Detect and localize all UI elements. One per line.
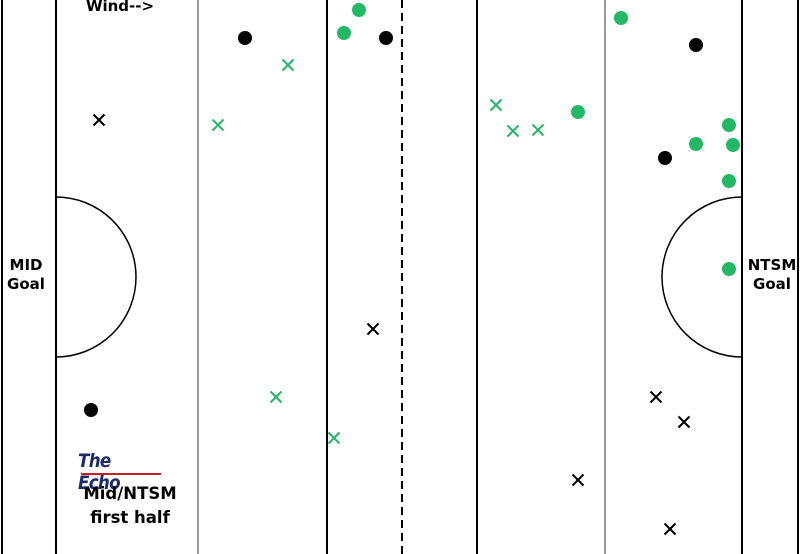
black-x-marker — [92, 113, 106, 127]
green-dot-marker — [337, 26, 351, 40]
left-goal-word: Goal — [7, 274, 45, 293]
right-goal-label: NTSM Goal — [744, 256, 800, 294]
wind-direction-label: Wind--> — [85, 0, 155, 15]
green-dot-marker — [722, 118, 736, 132]
green-x-marker — [531, 123, 545, 137]
green-dot-marker — [722, 262, 736, 276]
green-dot-marker — [614, 11, 628, 25]
green-x-marker — [269, 390, 283, 404]
green-dot-marker — [726, 138, 740, 152]
black-x-marker — [663, 522, 677, 536]
caption-line-1: Mid/NTSM — [83, 484, 177, 503]
green-x-marker — [211, 118, 225, 132]
left-goal-circle — [55, 196, 137, 358]
green-dot-marker — [352, 3, 366, 17]
black-dot-marker — [658, 151, 672, 165]
green-x-marker — [489, 98, 503, 112]
right-goal-circle — [661, 196, 743, 358]
green-x-marker — [506, 124, 520, 138]
black-dot-marker — [689, 38, 703, 52]
black-dot-marker — [84, 403, 98, 417]
logo-underline — [81, 473, 161, 475]
left-goal-label: MID Goal — [4, 256, 48, 294]
green-dot-marker — [689, 137, 703, 151]
black-x-marker — [677, 415, 691, 429]
the-echo-logo: The Echo — [78, 450, 121, 494]
right-goal-team: NTSM — [747, 256, 797, 274]
right-goal-word: Goal — [753, 274, 791, 293]
black-dot-marker — [379, 31, 393, 45]
black-dot-marker — [238, 31, 252, 45]
player-markers — [84, 3, 740, 536]
caption-line-2: first half — [90, 507, 170, 527]
black-x-marker — [571, 473, 585, 487]
left-goal-team: MID — [9, 256, 43, 274]
diagram-caption: Mid/NTSM first half — [62, 482, 198, 530]
green-dot-marker — [722, 174, 736, 188]
green-x-marker — [327, 431, 341, 445]
green-dot-marker — [571, 105, 585, 119]
black-x-marker — [649, 390, 663, 404]
black-x-marker — [366, 322, 380, 336]
green-x-marker — [281, 58, 295, 72]
